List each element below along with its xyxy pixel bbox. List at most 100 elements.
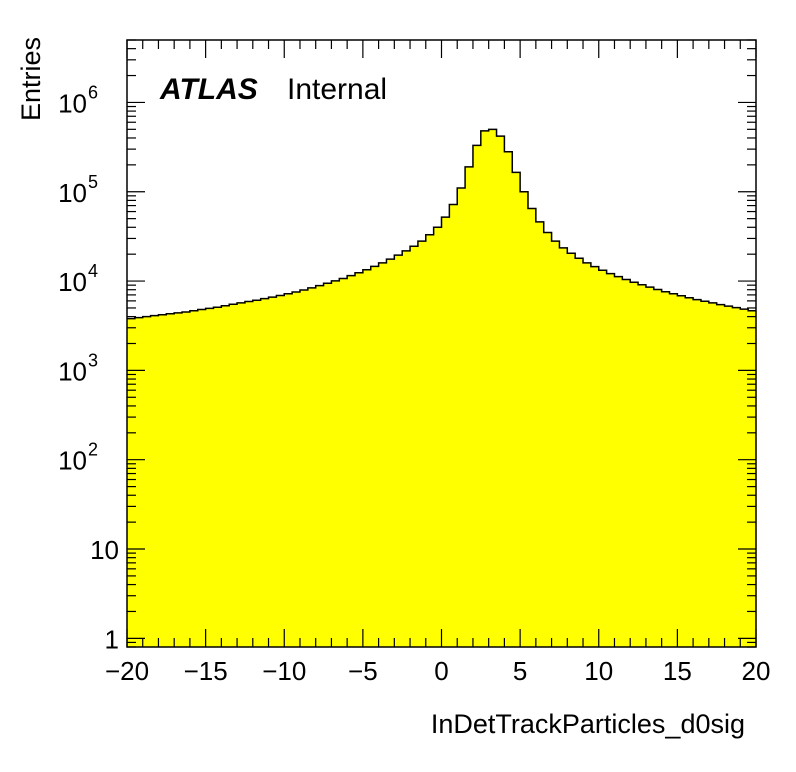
y-tick-exponent: 2 (88, 440, 98, 460)
x-tick-label: −5 (348, 656, 378, 686)
x-axis-title: InDetTrackParticles_d0sig (431, 709, 745, 739)
histogram-bin (142, 316, 152, 647)
histogram-bin (622, 279, 631, 647)
histogram-bin (441, 217, 450, 647)
histogram-bin (748, 310, 757, 647)
y-axis-title: Entries (16, 37, 46, 121)
histogram-bin (386, 259, 395, 647)
histogram-bin (559, 247, 568, 647)
histogram-bin (598, 270, 608, 647)
histogram-bin (433, 227, 443, 648)
histogram-bin (378, 262, 388, 647)
histogram-bin (166, 313, 175, 647)
histogram-bin (299, 289, 309, 647)
histogram-bin (575, 258, 584, 647)
y-tick-label: 10 (58, 88, 87, 118)
x-tick-label: −10 (262, 656, 306, 686)
y-tick-label: 1 (105, 624, 119, 654)
histogram-bin (504, 151, 513, 647)
x-tick-label: −20 (105, 656, 149, 686)
histogram-bin (512, 172, 521, 647)
axis-ticks (126, 39, 757, 648)
histogram-bin (284, 293, 293, 647)
histogram-bin (158, 314, 167, 647)
histogram-bin (543, 232, 553, 647)
histogram-bin (472, 145, 482, 647)
histogram-bin (645, 287, 655, 647)
histogram-bin (417, 241, 427, 647)
histogram-bin (535, 221, 545, 647)
x-tick-label: 15 (663, 656, 692, 686)
histogram-bin (488, 129, 498, 647)
histogram-bin (583, 262, 592, 647)
histogram-bin (638, 284, 647, 647)
internal-label: Internal (287, 73, 387, 106)
histogram-bin (331, 280, 340, 647)
y-tick-label: 10 (58, 267, 87, 297)
histogram-bin (716, 304, 726, 647)
histogram-bin (370, 266, 380, 647)
y-tick-exponent: 3 (88, 350, 98, 370)
histogram-bin (614, 276, 623, 647)
histogram-bin (276, 295, 285, 647)
y-tick-label: 10 (58, 178, 87, 208)
x-tick-label: −15 (184, 656, 228, 686)
histogram-bin (221, 305, 230, 647)
x-tick-label: 10 (584, 656, 613, 686)
histogram-bin (347, 275, 356, 647)
histogram-bin (174, 312, 183, 647)
histogram-bin (496, 136, 505, 648)
y-tick-label: 10 (58, 446, 87, 476)
histogram-bin (527, 208, 537, 647)
y-tick-label: 10 (90, 535, 119, 565)
histogram-bin (677, 295, 686, 647)
histogram-bin (724, 306, 734, 647)
histogram-bin (252, 300, 262, 647)
histogram-bin (205, 308, 215, 647)
histogram-bin (197, 309, 207, 647)
histogram-bin (150, 315, 160, 647)
histogram-bin (590, 266, 600, 647)
histogram-bin (449, 204, 458, 647)
x-tick-label: 20 (742, 656, 771, 686)
y-tick-label: 10 (58, 356, 87, 386)
histogram-bin (669, 293, 678, 647)
histogram-bin (292, 291, 301, 647)
histogram-bin (630, 282, 639, 647)
histogram-bin (244, 301, 254, 647)
histogram-bin (339, 278, 348, 647)
histogram-bin (425, 234, 435, 647)
histogram-bin (457, 188, 466, 647)
histogram-bin (520, 191, 529, 647)
histogram-bin (260, 298, 270, 647)
x-tick-labels: −20 −15 −10 −5 0 5 10 15 20 (105, 656, 771, 686)
histogram-outline (127, 128, 756, 320)
histogram-bin (410, 246, 419, 647)
y-tick-exponent: 5 (88, 172, 98, 192)
x-tick-label: 0 (434, 656, 448, 686)
histogram-bin (402, 250, 411, 647)
histogram-bin (700, 301, 710, 647)
histogram-bin (213, 307, 222, 647)
histogram-bin (685, 297, 694, 647)
histogram-bin (323, 283, 333, 647)
histogram-bin (268, 297, 277, 647)
histogram-bin (237, 302, 246, 647)
histogram-bin (394, 255, 403, 647)
histogram-bin (355, 272, 364, 647)
histogram-bin (189, 310, 199, 647)
y-tick-exponent: 6 (88, 82, 98, 102)
histogram-bin (708, 302, 718, 647)
histogram-bin (661, 291, 671, 647)
atlas-label: ATLAS (159, 73, 258, 106)
histogram-bin (465, 166, 474, 647)
histogram-bin (229, 304, 238, 647)
histogram-bin (567, 253, 576, 647)
histogram-bin (653, 289, 663, 647)
histogram-bin (182, 312, 191, 647)
histogram-bin (362, 269, 372, 647)
histogram-bin (693, 299, 702, 647)
histogram-bin (315, 285, 325, 647)
